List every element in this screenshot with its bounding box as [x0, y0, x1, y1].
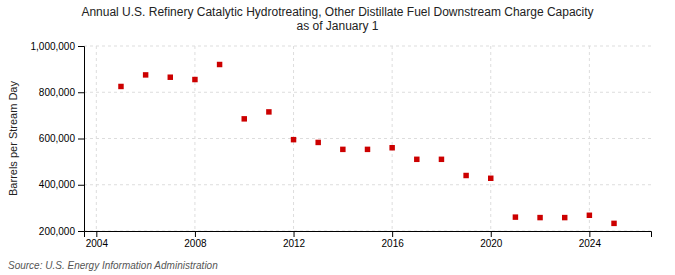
y-tick: 800,000 — [39, 87, 84, 98]
grid-line — [84, 92, 651, 93]
point — [414, 157, 419, 162]
point — [365, 147, 370, 152]
x-tick: 2016 — [382, 231, 405, 249]
grid-line — [84, 184, 651, 185]
x-tick-mark — [294, 231, 295, 237]
point — [118, 84, 123, 89]
x-tick-mark — [96, 231, 97, 237]
point — [340, 147, 345, 152]
point — [217, 62, 222, 67]
point — [611, 221, 616, 226]
point — [513, 214, 518, 219]
grid-line — [490, 46, 491, 231]
x-axis: 2004 2008 2012 2016 2020 2024 — [85, 231, 652, 249]
y-tick-mark — [78, 185, 84, 186]
x-tick-label: 2012 — [283, 238, 306, 249]
title-line: as of January 1 — [296, 19, 378, 33]
x-tick: 2024 — [579, 231, 602, 249]
point — [587, 213, 592, 218]
point — [242, 116, 247, 121]
point — [143, 72, 148, 77]
y-tick-label: 800,000 — [39, 87, 76, 98]
y-tick: 400,000 — [39, 179, 84, 190]
y-tick-mark — [78, 46, 84, 47]
x-tick-mark — [589, 231, 590, 237]
point — [488, 176, 493, 181]
x-tick: 2004 — [86, 231, 109, 249]
point — [537, 215, 542, 220]
x-tick-label: 2008 — [184, 238, 207, 249]
grid — [84, 46, 651, 231]
plot: 2004 2008 2012 2016 2020 2024 200,000 400,000 60… — [31, 41, 652, 249]
title: Annual U.S. Refinery Catalytic Hydrotrea… — [81, 5, 593, 33]
x-tick-label: 2016 — [382, 238, 405, 249]
title-line: Annual U.S. Refinery Catalytic Hydrotrea… — [81, 5, 593, 19]
grid-line — [84, 46, 651, 47]
point — [266, 109, 271, 114]
point — [463, 173, 468, 178]
y-tick: 600,000 — [39, 133, 84, 144]
x-tick-label: 2004 — [86, 238, 109, 249]
x-tick: 2008 — [184, 231, 207, 249]
annotation: Source: U.S. Energy Information Administ… — [8, 260, 218, 271]
grid-line — [84, 138, 651, 139]
y-axis-line — [78, 47, 85, 232]
y-tick-label: 1,000,000 — [31, 41, 76, 52]
x-tick-label: 2024 — [579, 238, 602, 249]
chart-svg: Annual U.S. Refinery Catalytic Hydrotrea… — [0, 0, 675, 275]
x-tick: 2012 — [283, 231, 306, 249]
point — [192, 77, 197, 82]
point — [315, 140, 320, 145]
y-axis-title: Barrels per Stream Day — [7, 81, 19, 196]
point — [562, 215, 567, 220]
x-tick-mark — [491, 231, 492, 237]
y-tick-label: 200,000 — [39, 226, 76, 237]
y-tick-label: 600,000 — [39, 133, 76, 144]
y-tick: 1,000,000 — [31, 41, 85, 52]
x-tick: 2020 — [480, 231, 503, 249]
x-tick-label: 2020 — [480, 238, 503, 249]
y-tick-mark — [78, 92, 84, 93]
grid-line — [392, 46, 393, 231]
y-tick: 200,000 — [39, 226, 84, 237]
point — [389, 145, 394, 150]
x-axis-line — [85, 232, 652, 238]
points — [118, 62, 617, 226]
grid-line — [96, 46, 97, 231]
grid-line — [194, 46, 195, 231]
grid-line — [589, 46, 590, 231]
y-tick-mark — [78, 139, 84, 140]
y-tick-mark — [78, 231, 84, 232]
x-tick-mark — [392, 231, 393, 237]
y-axis: 200,000 400,000 600,000 800,000 1,000,000 — [31, 41, 85, 237]
point — [168, 74, 173, 79]
x-tick-mark — [195, 231, 196, 237]
y-tick-label: 400,000 — [39, 179, 76, 190]
point — [439, 157, 444, 162]
point — [291, 137, 296, 142]
